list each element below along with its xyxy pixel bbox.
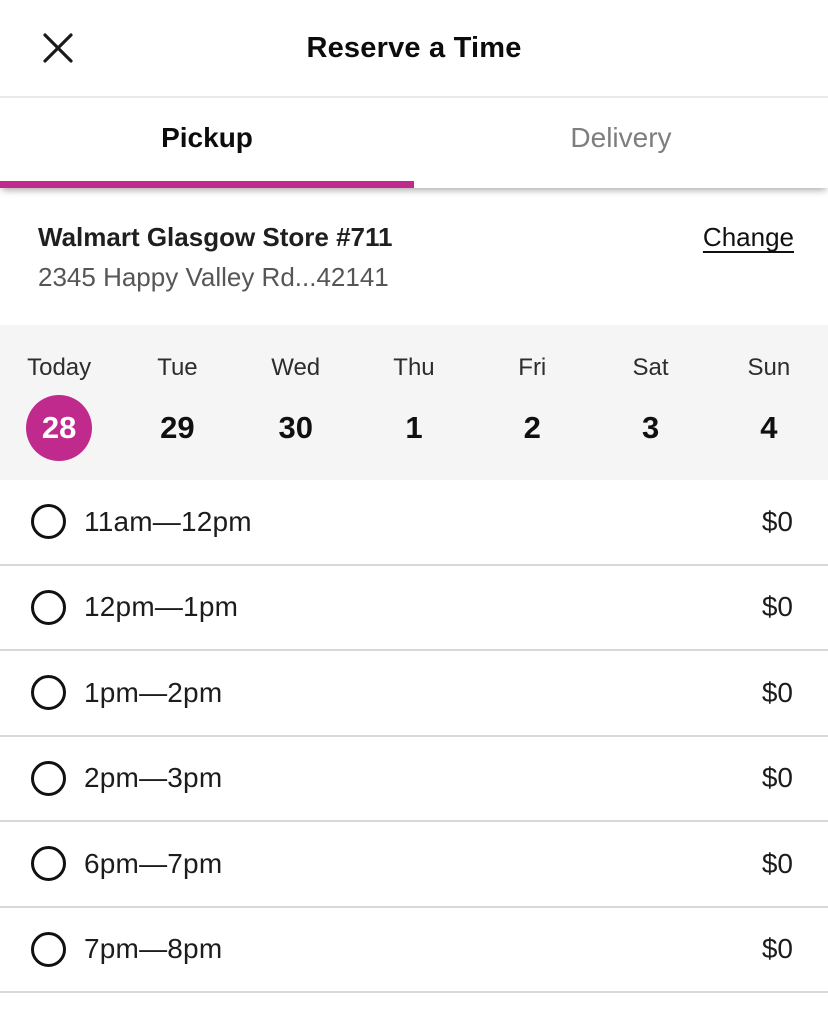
day-number: 28 bbox=[26, 395, 93, 461]
day-cell[interactable]: Today 28 bbox=[26, 354, 93, 480]
tab-bar: Pickup Delivery bbox=[0, 98, 828, 188]
slot-price: $0 bbox=[761, 933, 793, 965]
day-label: Thu bbox=[393, 354, 435, 381]
day-number: 3 bbox=[641, 410, 660, 445]
tab-pickup[interactable]: Pickup bbox=[0, 98, 414, 188]
time-slot-list: 11am—12pm $0 12pm—1pm $0 1pm—2pm $0 2pm—… bbox=[0, 480, 828, 993]
day-label: Tue bbox=[157, 354, 198, 381]
slot-price: $0 bbox=[761, 591, 793, 623]
day-label: Fri bbox=[518, 354, 547, 381]
day-label: Today bbox=[27, 354, 92, 381]
slot-time-label: 6pm—7pm bbox=[84, 847, 223, 879]
time-slot-row[interactable]: 1pm—2pm $0 bbox=[0, 651, 828, 737]
day-cell[interactable]: Sun 4 bbox=[736, 354, 802, 480]
radio-button-icon[interactable] bbox=[31, 589, 66, 625]
store-info: Walmart Glasgow Store #711 2345 Happy Va… bbox=[0, 188, 828, 325]
change-store-link[interactable]: Change bbox=[702, 222, 794, 252]
store-address: 2345 Happy Valley Rd...42141 bbox=[38, 262, 389, 292]
time-slot-row[interactable]: 12pm—1pm $0 bbox=[0, 565, 828, 651]
page-title: Reserve a Time bbox=[306, 31, 522, 64]
day-number: 4 bbox=[760, 410, 778, 445]
slot-price: $0 bbox=[761, 505, 793, 537]
date-picker: Today 28 Tue 29 Wed 30 Thu 1 Fri 2 bbox=[0, 325, 828, 480]
day-cell[interactable]: Sat 3 bbox=[618, 354, 684, 480]
day-number: 1 bbox=[405, 410, 423, 445]
day-label: Sun bbox=[747, 354, 791, 381]
active-tab-indicator bbox=[0, 181, 414, 188]
day-number: 30 bbox=[278, 410, 313, 445]
store-name: Walmart Glasgow Store #711 bbox=[38, 222, 393, 252]
radio-button-icon[interactable] bbox=[31, 675, 66, 711]
day-cell[interactable]: Thu 1 bbox=[381, 354, 447, 480]
radio-button-icon[interactable] bbox=[31, 846, 66, 882]
day-label: Wed bbox=[271, 354, 321, 381]
time-slot-row[interactable]: 11am—12pm $0 bbox=[0, 480, 828, 566]
day-cell[interactable]: Wed 30 bbox=[263, 354, 329, 480]
time-slot-row[interactable]: 6pm—7pm $0 bbox=[0, 822, 828, 908]
slot-price: $0 bbox=[761, 847, 793, 879]
day-number: 2 bbox=[523, 410, 541, 445]
day-number: 29 bbox=[160, 410, 195, 445]
tab-delivery[interactable]: Delivery bbox=[414, 98, 828, 188]
radio-button-icon[interactable] bbox=[31, 504, 66, 540]
close-button[interactable] bbox=[36, 26, 80, 70]
store-text: Walmart Glasgow Store #711 2345 Happy Va… bbox=[38, 219, 393, 299]
slot-time-label: 12pm—1pm bbox=[84, 591, 239, 623]
time-slot-row[interactable]: 2pm—3pm $0 bbox=[0, 736, 828, 822]
day-cell[interactable]: Fri 2 bbox=[499, 354, 565, 480]
slot-time-label: 1pm—2pm bbox=[84, 676, 223, 708]
close-icon bbox=[43, 33, 73, 63]
tab-delivery-label: Delivery bbox=[570, 122, 672, 153]
radio-button-icon[interactable] bbox=[31, 760, 66, 796]
slot-price: $0 bbox=[761, 676, 793, 708]
slot-time-label: 7pm—8pm bbox=[84, 933, 223, 965]
modal-header: Reserve a Time bbox=[0, 0, 828, 98]
day-label: Sat bbox=[632, 354, 669, 381]
day-cell[interactable]: Tue 29 bbox=[144, 354, 210, 480]
time-slot-row[interactable]: 7pm—8pm $0 bbox=[0, 907, 828, 993]
slot-price: $0 bbox=[761, 762, 793, 794]
slot-time-label: 2pm—3pm bbox=[84, 762, 223, 794]
tab-pickup-label: Pickup bbox=[161, 122, 253, 153]
slot-time-label: 11am—12pm bbox=[84, 505, 252, 537]
radio-button-icon[interactable] bbox=[31, 931, 66, 967]
